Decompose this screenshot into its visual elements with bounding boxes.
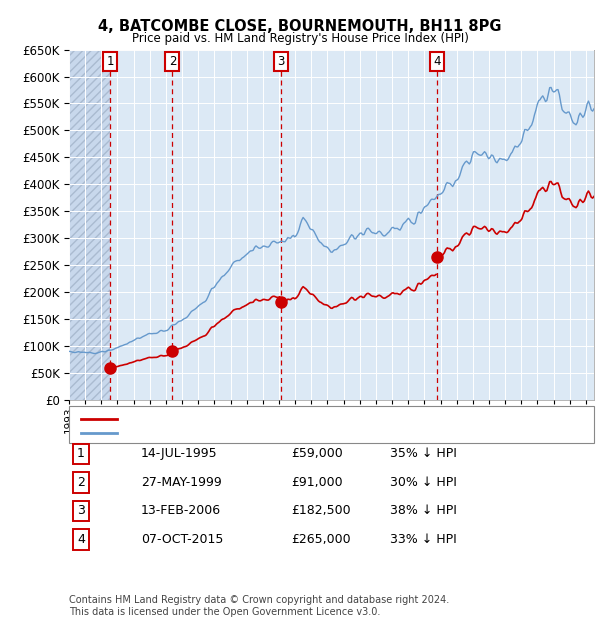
Text: 13-FEB-2006: 13-FEB-2006 [141,505,221,517]
Text: 4: 4 [77,533,85,546]
Text: 30% ↓ HPI: 30% ↓ HPI [390,476,457,489]
Text: Contains HM Land Registry data © Crown copyright and database right 2024.
This d: Contains HM Land Registry data © Crown c… [69,595,449,617]
Text: 2: 2 [169,55,176,68]
Text: 07-OCT-2015: 07-OCT-2015 [141,533,223,546]
Text: 2: 2 [77,476,85,489]
Text: 3: 3 [277,55,284,68]
Text: 1: 1 [77,448,85,460]
Text: 4: 4 [433,55,440,68]
Text: £265,000: £265,000 [291,533,350,546]
Bar [69,50,110,400]
Text: 4, BATCOMBE CLOSE, BOURNEMOUTH, BH11 8PG: 4, BATCOMBE CLOSE, BOURNEMOUTH, BH11 8PG [98,19,502,33]
Text: £182,500: £182,500 [291,505,350,517]
Text: 38% ↓ HPI: 38% ↓ HPI [390,505,457,517]
Text: £91,000: £91,000 [291,476,343,489]
Text: 35% ↓ HPI: 35% ↓ HPI [390,448,457,460]
Text: 33% ↓ HPI: 33% ↓ HPI [390,533,457,546]
Text: 3: 3 [77,505,85,517]
Text: £59,000: £59,000 [291,448,343,460]
Text: 14-JUL-1995: 14-JUL-1995 [141,448,218,460]
Text: HPI: Average price, detached house, Bournemouth Christchurch and Poole: HPI: Average price, detached house, Bour… [123,428,511,438]
Text: 27-MAY-1999: 27-MAY-1999 [141,476,222,489]
Text: 4, BATCOMBE CLOSE, BOURNEMOUTH, BH11 8PG (detached house): 4, BATCOMBE CLOSE, BOURNEMOUTH, BH11 8PG… [123,414,474,423]
Text: Price paid vs. HM Land Registry's House Price Index (HPI): Price paid vs. HM Land Registry's House … [131,32,469,45]
Text: 1: 1 [106,55,114,68]
